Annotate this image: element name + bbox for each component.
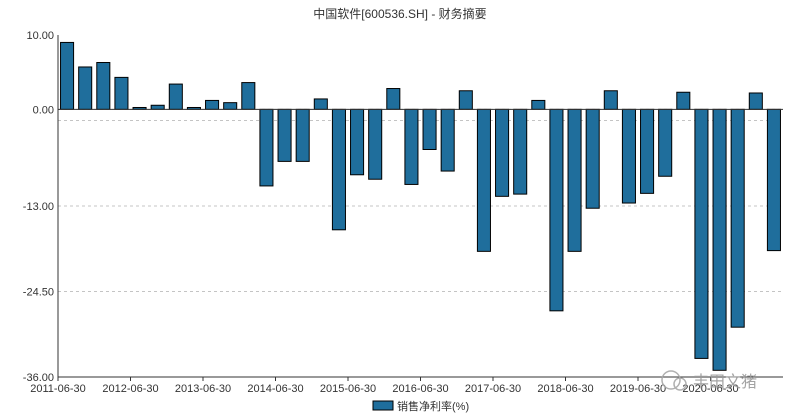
bar xyxy=(531,99,546,110)
bar xyxy=(78,66,93,110)
bar xyxy=(730,108,745,328)
y-tick-label: -24.50 xyxy=(23,287,54,299)
wechat-icon xyxy=(661,370,681,390)
y-axis-ticks: 10.00 0.00 -13.00 -24.50 -36.00 xyxy=(23,30,54,384)
x-tick-label: 2015-06-30 xyxy=(320,383,376,395)
bar xyxy=(60,41,75,110)
legend: 销售净利率(%) xyxy=(372,399,469,413)
x-tick-label: 2016-06-30 xyxy=(392,383,448,395)
x-tick-label: 2020-06-30 xyxy=(682,383,738,395)
x-tick-label: 2014-06-30 xyxy=(247,383,303,395)
bar xyxy=(658,108,673,177)
bar xyxy=(259,108,274,187)
x-tick-label: 2018-06-30 xyxy=(537,383,593,395)
watermark: 丰田文猪 xyxy=(661,370,757,391)
x-tick-label: 2012-06-30 xyxy=(102,383,158,395)
bar xyxy=(168,83,183,110)
y-tick-label: 0.00 xyxy=(33,104,54,116)
bar xyxy=(422,108,437,150)
bar xyxy=(150,104,165,110)
bar xyxy=(114,76,129,110)
bar xyxy=(513,108,528,195)
bar xyxy=(440,108,455,172)
wechat-icon-small xyxy=(673,377,687,391)
y-tick-label: -13.00 xyxy=(23,201,54,213)
bar xyxy=(748,92,763,110)
legend-swatch xyxy=(372,400,394,411)
bar xyxy=(694,108,709,359)
bar xyxy=(458,90,473,110)
bar xyxy=(495,108,510,197)
bar xyxy=(96,62,111,110)
x-tick-label: 2019-06-30 xyxy=(610,383,666,395)
bar xyxy=(331,108,346,231)
bar xyxy=(368,108,383,180)
x-tick-label: 2011-06-30 xyxy=(30,383,85,395)
bar-series xyxy=(60,41,781,371)
x-tick-label: 2013-06-30 xyxy=(175,383,231,395)
x-tick-label: 2017-06-30 xyxy=(465,383,521,395)
bar xyxy=(549,108,564,312)
bar xyxy=(386,88,401,110)
watermark-text: 丰田文猪 xyxy=(693,373,757,391)
bar xyxy=(476,108,491,252)
bar xyxy=(585,108,600,209)
y-tick-label: -36.00 xyxy=(23,372,54,384)
chart-title: 中国软件[600536.SH] - 财务摘要 xyxy=(313,6,486,21)
bar xyxy=(640,108,655,194)
x-axis-ticks: 2011-06-30 2012-06-30 2013-06-30 2014-06-30… xyxy=(30,377,739,395)
bar xyxy=(313,98,328,110)
bar xyxy=(295,108,310,162)
bar xyxy=(603,90,618,110)
bar xyxy=(766,108,781,252)
bar xyxy=(350,108,365,176)
bar xyxy=(567,108,582,252)
gridlines xyxy=(58,108,783,292)
bar xyxy=(277,108,292,162)
bar xyxy=(404,108,419,185)
bar xyxy=(205,99,220,110)
bar xyxy=(223,102,238,110)
y-tick-label: 10.00 xyxy=(26,30,54,42)
bar xyxy=(241,82,256,110)
legend-label: 销售净利率(%) xyxy=(397,399,469,413)
bar xyxy=(676,91,691,110)
bar xyxy=(621,108,636,204)
bar xyxy=(712,108,727,371)
